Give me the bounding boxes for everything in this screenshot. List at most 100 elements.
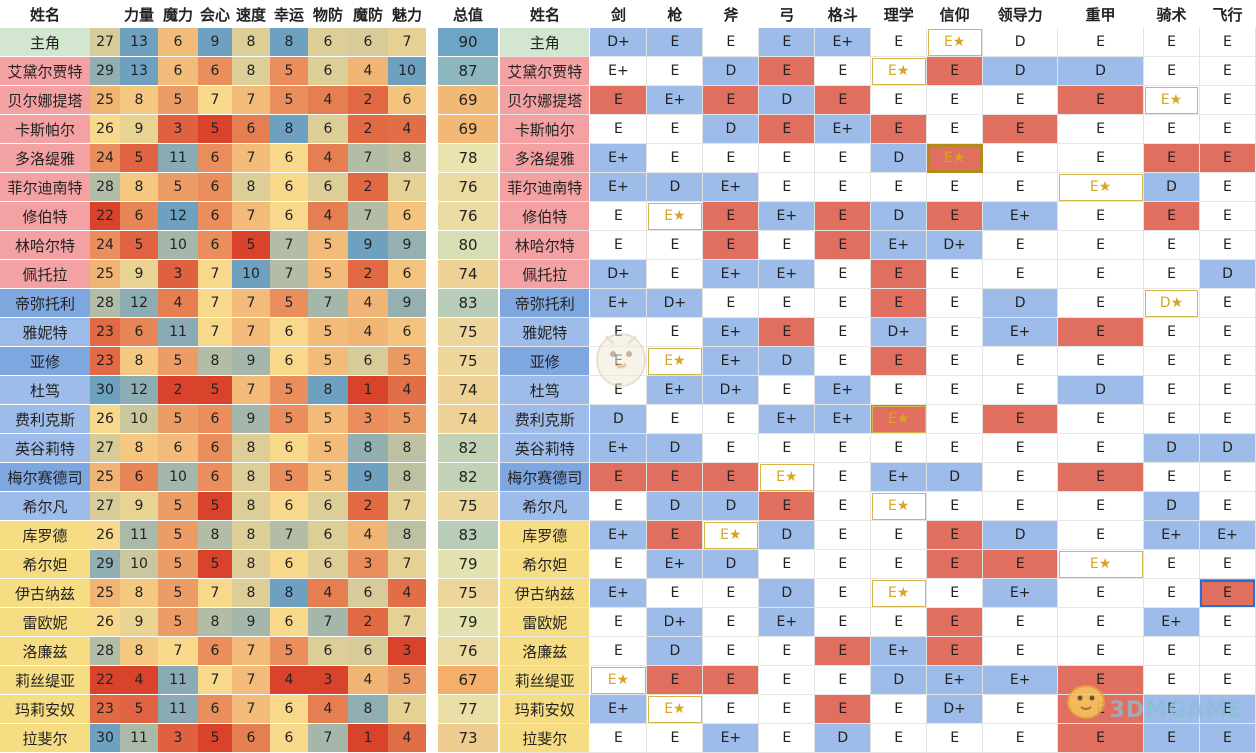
stat-cell[interactable]: 6 <box>158 433 198 463</box>
skill-cell[interactable]: D <box>702 56 760 86</box>
character-name[interactable]: 杜笃 <box>500 375 591 405</box>
skill-header-8[interactable]: 重甲 <box>1057 0 1144 28</box>
stat-cell[interactable]: 7 <box>270 259 308 289</box>
stat-cell[interactable]: 4 <box>348 288 388 318</box>
skill-cell[interactable]: E+ <box>870 636 928 666</box>
skill-cell[interactable]: D <box>982 288 1059 318</box>
skill-cell[interactable]: E <box>702 462 760 492</box>
stat-cell[interactable]: 6 <box>198 172 232 202</box>
skill-cell[interactable]: E <box>1057 114 1145 144</box>
skill-cell[interactable]: E <box>758 491 816 521</box>
skill-cell[interactable]: E <box>1199 636 1256 666</box>
stat-cell[interactable]: 6 <box>270 694 308 724</box>
skill-cell[interactable]: E <box>814 172 872 202</box>
character-name[interactable]: 梅尔赛德司 <box>0 462 90 492</box>
stat-cell[interactable]: 2 <box>158 375 198 405</box>
stat-cell[interactable]: 6 <box>158 28 198 57</box>
stat-cell[interactable]: 11 <box>158 694 198 724</box>
stat-cell[interactable]: 3 <box>308 665 348 695</box>
skill-cell[interactable]: E <box>926 549 984 579</box>
skill-header-3[interactable]: 弓 <box>758 0 815 28</box>
stat-cell[interactable]: 8 <box>232 28 270 57</box>
skill-cell[interactable]: E <box>982 694 1059 724</box>
skill-cell[interactable]: D+ <box>926 694 984 724</box>
skill-cell[interactable]: D <box>1199 259 1256 289</box>
skill-cell[interactable]: E <box>1143 317 1200 347</box>
skill-cell[interactable]: E <box>1143 143 1200 173</box>
skill-cell[interactable]: D★ <box>1143 288 1200 318</box>
skill-cell[interactable]: E <box>814 491 872 521</box>
stat-header-1[interactable]: 魔力 <box>158 0 198 28</box>
stat-cell[interactable]: 4 <box>308 85 348 115</box>
skill-cell[interactable]: E <box>814 346 872 376</box>
skill-cell[interactable]: E <box>1057 665 1145 695</box>
stat-cell[interactable]: 6 <box>388 85 426 115</box>
stat-cell[interactable]: 5 <box>120 230 158 260</box>
character-name[interactable]: 菲尔迪南特 <box>500 172 591 202</box>
stat-cell[interactable]: 8 <box>232 520 270 550</box>
skill-cell[interactable]: E <box>982 114 1059 144</box>
skill-cell[interactable]: D <box>758 346 816 376</box>
character-name[interactable]: 佩托拉 <box>0 259 90 289</box>
character-name[interactable]: 希尔妲 <box>0 549 90 579</box>
skill-cell[interactable]: E <box>758 172 816 202</box>
skill-cell[interactable]: E <box>702 201 760 231</box>
stat-cell[interactable]: 6 <box>308 636 348 666</box>
skill-cell[interactable]: E+ <box>1143 607 1200 637</box>
skill-cell[interactable]: E <box>758 723 816 753</box>
stat-cell[interactable]: 2 <box>348 607 388 637</box>
stat-cell[interactable]: 4 <box>388 114 426 144</box>
character-name[interactable]: 莉丝缇亚 <box>500 665 591 695</box>
skill-cell[interactable]: E+ <box>702 723 760 753</box>
stat-cell[interactable]: 7 <box>308 723 348 753</box>
character-name[interactable]: 梅尔赛德司 <box>500 462 591 492</box>
stat-cell[interactable]: 7 <box>232 665 270 695</box>
skill-cell[interactable]: E <box>814 143 872 173</box>
character-name[interactable]: 卡斯帕尔 <box>500 114 591 144</box>
stat-cell[interactable]: 7 <box>232 143 270 173</box>
skill-cell[interactable]: E <box>1057 491 1145 521</box>
skill-cell[interactable]: E+ <box>814 28 872 57</box>
stat-cell[interactable]: 8 <box>270 114 308 144</box>
stat-cell[interactable]: 1 <box>348 723 388 753</box>
stat-cell[interactable]: 6 <box>270 433 308 463</box>
character-name[interactable]: 佩托拉 <box>500 259 591 289</box>
stat-cell[interactable]: 2 <box>348 114 388 144</box>
skill-cell[interactable]: E <box>982 433 1059 463</box>
skill-cell[interactable]: E <box>814 85 872 115</box>
skill-cell[interactable]: E <box>1057 723 1145 753</box>
stat-cell[interactable]: 5 <box>308 433 348 463</box>
stat-cell[interactable]: 6 <box>308 172 348 202</box>
stat-cell[interactable]: 9 <box>120 114 158 144</box>
stat-cell[interactable]: 10 <box>120 404 158 434</box>
stat-cell[interactable]: 4 <box>388 578 426 608</box>
skill-cell[interactable]: E <box>1143 462 1200 492</box>
total-cell[interactable]: 87 <box>438 56 498 86</box>
stat-cell[interactable]: 30 <box>90 723 120 753</box>
stat-cell[interactable]: 5 <box>158 549 198 579</box>
character-name[interactable]: 洛廉兹 <box>500 636 591 666</box>
skill-cell[interactable]: E <box>646 259 704 289</box>
total-cell[interactable]: 75 <box>438 346 498 376</box>
stat-cell[interactable]: 11 <box>158 317 198 347</box>
skill-cell[interactable]: E <box>758 143 816 173</box>
character-name[interactable]: 拉斐尔 <box>0 723 90 753</box>
stat-cell[interactable]: 7 <box>348 201 388 231</box>
character-name[interactable]: 亚修 <box>0 346 90 376</box>
stat-cell[interactable]: 9 <box>120 607 158 637</box>
character-name[interactable]: 贝尔娜提塔 <box>500 85 591 115</box>
stat-cell[interactable]: 8 <box>232 172 270 202</box>
stat-cell[interactable]: 4 <box>348 520 388 550</box>
skill-cell[interactable]: E <box>758 317 816 347</box>
skill-cell[interactable]: E <box>814 578 872 608</box>
stat-cell[interactable]: 2 <box>348 172 388 202</box>
skill-cell[interactable]: E★ <box>870 491 928 521</box>
skill-cell[interactable]: E <box>1057 607 1145 637</box>
character-name[interactable]: 帝弥托利 <box>0 288 90 318</box>
skill-cell[interactable]: E <box>926 56 984 86</box>
skill-cell[interactable]: E <box>1057 317 1145 347</box>
skill-cell[interactable]: E+ <box>702 172 760 202</box>
skill-cell[interactable]: E <box>1199 578 1256 608</box>
stat-cell[interactable]: 26 <box>90 114 120 144</box>
stat-cell[interactable]: 8 <box>120 636 158 666</box>
